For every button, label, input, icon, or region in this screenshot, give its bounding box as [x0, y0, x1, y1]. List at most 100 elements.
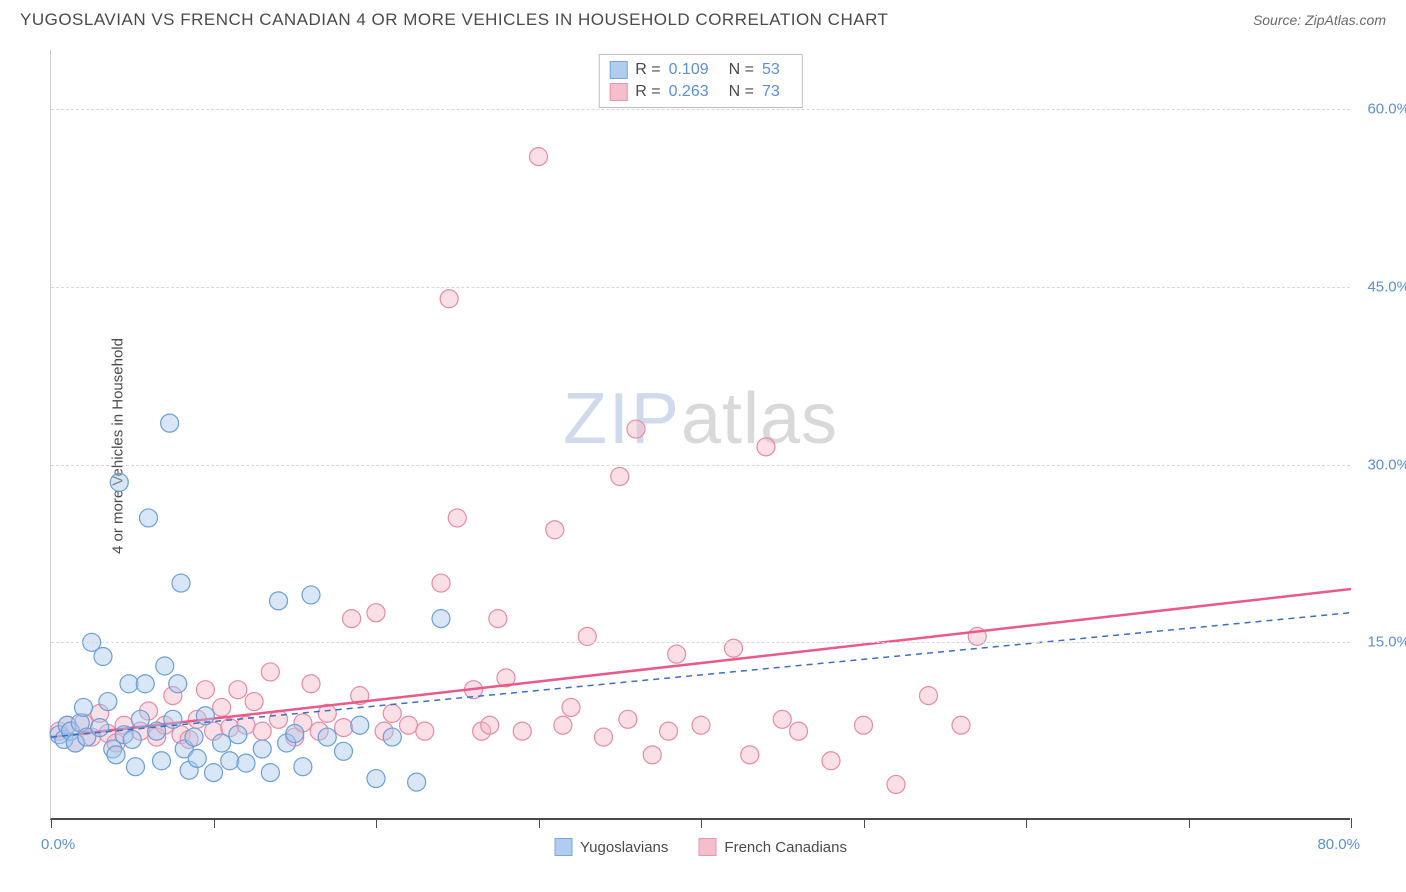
y-tick-label: 30.0% [1367, 456, 1406, 473]
french-canadians-point [773, 710, 791, 728]
yugoslavians-point [237, 754, 255, 772]
yugoslavians-point [318, 728, 336, 746]
french-canadians-point [367, 604, 385, 622]
yugoslavians-point [221, 752, 239, 770]
french-canadians-point [489, 610, 507, 628]
french-canadians-point [554, 716, 572, 734]
yugoslavians-point [161, 414, 179, 432]
yugoslavians-point [294, 758, 312, 776]
yugoslavians-point [148, 722, 166, 740]
french-canadians-point [562, 698, 580, 716]
french-canadians-point [619, 710, 637, 728]
x-axis-max-label: 80.0% [1317, 836, 1360, 853]
chart-header: YUGOSLAVIAN VS FRENCH CANADIAN 4 OR MORE… [0, 0, 1406, 36]
french-canadians-point [196, 681, 214, 699]
french-canadians-trendline [51, 589, 1351, 737]
french-canadians-point [432, 574, 450, 592]
french-canadians-point [261, 663, 279, 681]
french-canadians-point [822, 752, 840, 770]
yugoslavians-point [140, 509, 158, 527]
chart-title: YUGOSLAVIAN VS FRENCH CANADIAN 4 OR MORE… [20, 10, 888, 30]
x-axis-min-label: 0.0% [41, 836, 75, 853]
yugoslavians-point [253, 740, 271, 758]
yugoslavians-point [383, 728, 401, 746]
french-canadians-point [416, 722, 434, 740]
yugoslavians-point [335, 742, 353, 760]
swatch-yugoslavians [609, 61, 627, 79]
x-tick [1189, 818, 1190, 828]
french-canadians-point [627, 420, 645, 438]
legend-item-yugoslavians: Yugoslavians [554, 838, 668, 856]
gridline [51, 465, 1350, 466]
yugoslavians-point [99, 693, 117, 711]
french-canadians-point [643, 746, 661, 764]
x-tick [1026, 818, 1027, 828]
yugoslavians-point [261, 764, 279, 782]
french-canadians-point [546, 521, 564, 539]
yugoslavians-point [432, 610, 450, 628]
yugoslavians-point [351, 716, 369, 734]
yugoslavians-point [270, 592, 288, 610]
x-tick [864, 818, 865, 828]
french-canadians-point [952, 716, 970, 734]
stats-legend: R = 0.109 N = 53 R = 0.263 N = 73 [598, 54, 803, 108]
french-canadians-point [595, 728, 613, 746]
yugoslavians-point [131, 710, 149, 728]
series-legend: Yugoslavians French Canadians [554, 838, 847, 856]
y-tick-label: 45.0% [1367, 278, 1406, 295]
french-canadians-point [855, 716, 873, 734]
x-tick [701, 818, 702, 828]
legend-swatch-yugoslavians [554, 838, 572, 856]
yugoslavians-point [302, 586, 320, 604]
scatter-plot-svg [51, 50, 1350, 818]
yugoslavians-point [172, 574, 190, 592]
yugoslavians-point [153, 752, 171, 770]
french-canadians-point [513, 722, 531, 740]
gridline [51, 109, 1350, 110]
legend-swatch-french-canadians [698, 838, 716, 856]
gridline [51, 287, 1350, 288]
yugoslavians-point [169, 675, 187, 693]
yugoslavians-point [286, 725, 304, 743]
yugoslavians-point [120, 675, 138, 693]
french-canadians-point [692, 716, 710, 734]
yugoslavians-point [213, 734, 231, 752]
x-tick [539, 818, 540, 828]
french-canadians-point [790, 722, 808, 740]
french-canadians-point [335, 719, 353, 737]
chart-plot-area: ZIPatlas R = 0.109 N = 53 R = 0.263 N = … [50, 50, 1350, 820]
source-attribution: Source: ZipAtlas.com [1253, 12, 1386, 28]
french-canadians-point [400, 716, 418, 734]
x-tick [214, 818, 215, 828]
french-canadians-point [245, 693, 263, 711]
french-canadians-point [481, 716, 499, 734]
yugoslavians-point [123, 730, 141, 748]
gridline [51, 642, 1350, 643]
yugoslavians-point [367, 770, 385, 788]
french-canadians-point [440, 290, 458, 308]
x-tick [51, 818, 52, 828]
french-canadians-point [757, 438, 775, 456]
french-canadians-point [229, 681, 247, 699]
french-canadians-point [887, 775, 905, 793]
yugoslavians-point [136, 675, 154, 693]
yugoslavians-point [156, 657, 174, 675]
french-canadians-point [448, 509, 466, 527]
yugoslavians-point [185, 728, 203, 746]
french-canadians-point [253, 722, 271, 740]
stats-row-yugoslavians: R = 0.109 N = 53 [609, 59, 792, 81]
yugoslavians-point [188, 749, 206, 767]
yugoslavians-point [91, 719, 109, 737]
french-canadians-point [343, 610, 361, 628]
yugoslavians-point [127, 758, 145, 776]
french-canadians-point [660, 722, 678, 740]
x-tick [376, 818, 377, 828]
y-tick-label: 15.0% [1367, 634, 1406, 651]
french-canadians-point [741, 746, 759, 764]
x-tick [1351, 818, 1352, 828]
french-canadians-point [530, 148, 548, 166]
swatch-french-canadians [609, 83, 627, 101]
yugoslavians-point [107, 746, 125, 764]
yugoslavians-point [205, 764, 223, 782]
yugoslavians-point [229, 726, 247, 744]
